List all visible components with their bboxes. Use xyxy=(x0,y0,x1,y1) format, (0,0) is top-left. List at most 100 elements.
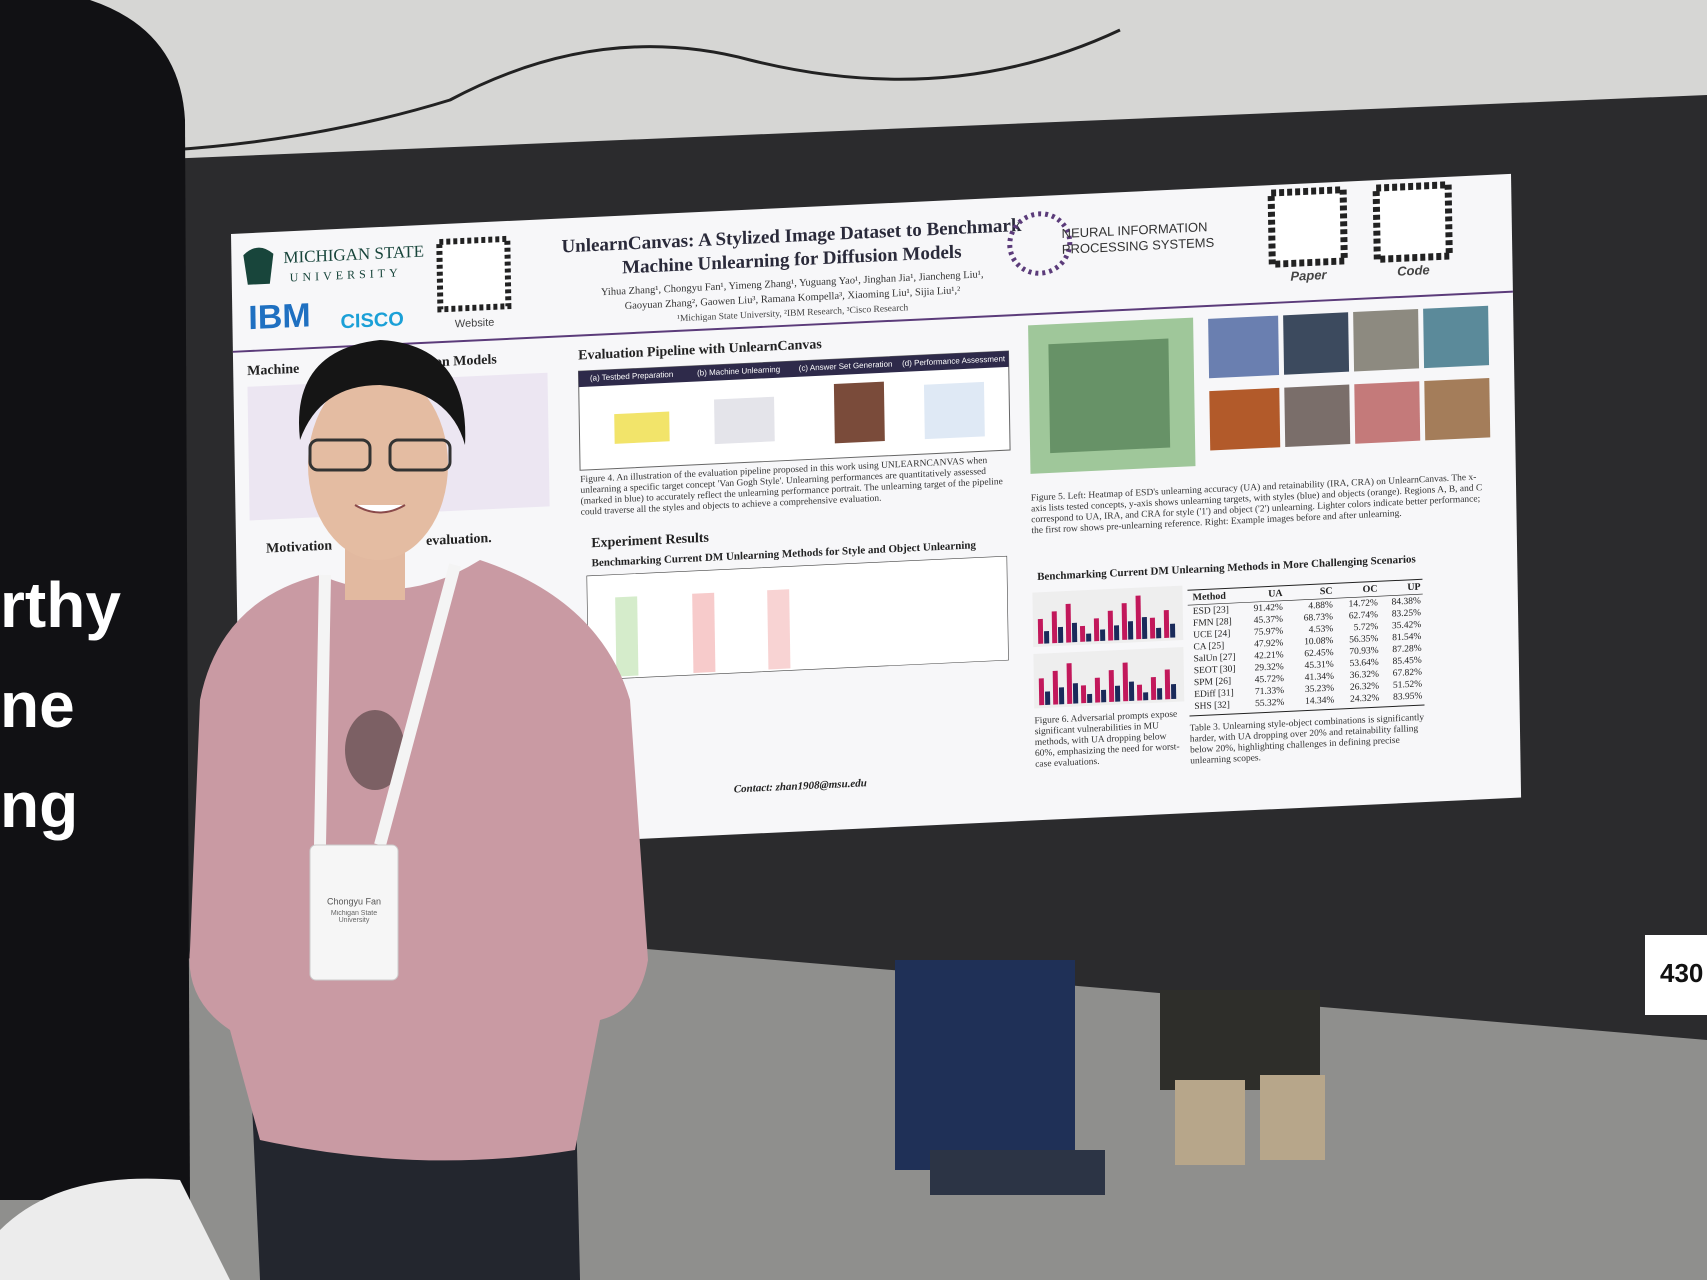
decor-bar xyxy=(1156,627,1162,639)
logo-text: Paper xyxy=(1290,267,1327,284)
decor-bar xyxy=(1121,603,1128,640)
table-cell: 85.45% xyxy=(1392,656,1422,667)
table-cell: 68.73% xyxy=(1304,612,1334,623)
decor-bar xyxy=(1071,622,1078,643)
table-cell: 75.97% xyxy=(1254,627,1284,638)
decor-bar xyxy=(1122,662,1129,702)
table-highlight xyxy=(767,589,791,670)
table-cell: 81.54% xyxy=(1392,632,1422,643)
decor-bar xyxy=(1127,621,1134,640)
table3: Method UA SC OC UP ESD [23] 91.42% 4.88% 14.72% 8… xyxy=(1187,578,1425,717)
banner-text: ne xyxy=(0,669,75,741)
boot xyxy=(1260,1075,1325,1160)
shoe xyxy=(930,1150,990,1195)
logo-text: Code xyxy=(1397,262,1430,278)
table-cell: 24.32% xyxy=(1350,693,1380,704)
pipeline-box xyxy=(614,411,670,444)
decor-bar xyxy=(1094,677,1101,703)
neurips-logo xyxy=(1007,211,1073,276)
decor-bar xyxy=(1157,688,1163,700)
table-cell: 45.72% xyxy=(1255,674,1285,685)
boot xyxy=(1175,1080,1245,1165)
table-header: Method xyxy=(1193,591,1227,604)
divider xyxy=(232,290,1513,353)
section-heading: Machine xyxy=(247,362,299,379)
table-cell: 29.32% xyxy=(1254,662,1284,673)
decor-bar xyxy=(1150,676,1157,700)
logo-text: PROCESSING SYSTEMS xyxy=(1062,235,1215,257)
pipeline-step: (b) Machine Unlearning xyxy=(697,365,780,378)
badge-org: Michigan State University xyxy=(330,910,378,924)
badge-org-box: Michigan State University xyxy=(330,910,378,924)
banner-text: rthy xyxy=(0,569,121,641)
example-image xyxy=(1353,308,1420,372)
table2 xyxy=(586,555,1009,681)
table-cell: SalUn [27] xyxy=(1194,653,1236,665)
decor-bar xyxy=(1114,685,1121,702)
example-image xyxy=(1284,384,1351,448)
qr-code xyxy=(1267,186,1348,268)
decor-bar xyxy=(1135,595,1142,640)
decor-bar xyxy=(1170,623,1176,638)
heatmap xyxy=(1048,338,1171,454)
pipeline-step: (c) Answer Set Generation xyxy=(799,360,893,373)
decor-bar xyxy=(1113,625,1120,641)
table-cell: ESD [23] xyxy=(1193,605,1229,617)
decor-bar xyxy=(1079,625,1086,642)
logo-text: NEURAL INFORMATION xyxy=(1062,219,1208,241)
table-cell: CA [25] xyxy=(1193,641,1224,652)
shoe xyxy=(985,1150,1105,1195)
table-cell: 53.64% xyxy=(1349,658,1379,669)
decor-bar xyxy=(1170,683,1177,700)
table-highlight xyxy=(615,596,639,677)
table-cell: SEOT [30] xyxy=(1194,664,1236,676)
booth-number: 430 xyxy=(1660,958,1703,988)
table-cell: 45.31% xyxy=(1304,660,1334,671)
booth-card xyxy=(1645,935,1707,1015)
caption: Table 3. Unlearning style-object combina… xyxy=(1190,713,1425,767)
table-cell: 4.88% xyxy=(1308,600,1333,611)
presenter: Chongyu Fan Michigan State University xyxy=(189,340,648,1280)
hair xyxy=(299,340,466,445)
decor-bar xyxy=(1045,691,1051,705)
table-cell: EDiff [31] xyxy=(1194,687,1234,700)
table-cell: 36.32% xyxy=(1350,670,1380,681)
glasses xyxy=(308,438,372,472)
decor-bar xyxy=(1038,678,1045,706)
bag xyxy=(0,1178,230,1280)
table-cell: UCE [24] xyxy=(1193,629,1230,641)
table-highlight xyxy=(692,592,716,673)
table-cell: 91.42% xyxy=(1254,603,1284,614)
pipeline-box xyxy=(923,381,985,440)
table-cell: 71.33% xyxy=(1255,686,1285,697)
table-header: SC xyxy=(1320,586,1333,598)
table-header: UP xyxy=(1407,582,1420,594)
pipeline-images xyxy=(833,381,885,444)
example-image xyxy=(1354,381,1421,444)
decor-bar xyxy=(1136,684,1143,701)
person-legs xyxy=(1160,990,1320,1090)
person-legs xyxy=(895,960,1075,1170)
qr-code xyxy=(1372,181,1453,264)
table-rule xyxy=(1189,704,1425,717)
decor-bar xyxy=(1164,669,1171,700)
example-image xyxy=(1424,377,1491,441)
table-cell: 67.82% xyxy=(1393,668,1423,679)
table-cell: 62.74% xyxy=(1349,610,1379,621)
logo-text: UNIVERSITY xyxy=(290,265,402,284)
decor-bar xyxy=(1044,630,1050,644)
table-cell: 35.42% xyxy=(1392,620,1422,631)
logo-text: IBM xyxy=(248,296,311,337)
table-header: OC xyxy=(1363,584,1378,596)
decor-bar xyxy=(1066,663,1073,704)
table-cell: 56.35% xyxy=(1349,634,1379,645)
table-cell: 45.37% xyxy=(1254,615,1284,626)
decor-bar xyxy=(1087,693,1093,704)
figure6-caption: Figure 6. Adversarial prompts expose sig… xyxy=(1034,709,1180,770)
decor-bar xyxy=(1080,685,1087,704)
decor-bar xyxy=(1057,626,1064,643)
table-cell: 5.72% xyxy=(1354,622,1379,633)
decor-bar xyxy=(1149,617,1156,639)
